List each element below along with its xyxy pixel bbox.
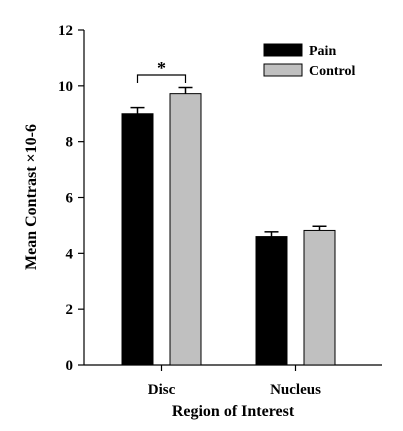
x-axis-label: Region of Interest (172, 403, 295, 420)
bar-pain-disc (121, 113, 154, 366)
x-tick-label: Disc (148, 382, 176, 398)
y-tick-label: 10 (58, 79, 73, 95)
x-axis-ticks: Disc Nucleus (148, 365, 321, 398)
x-tick-label: Nucleus (270, 382, 321, 398)
bar-control-disc (169, 93, 202, 366)
significance-star: * (157, 58, 166, 78)
bracket-line (136, 74, 187, 83)
legend: Pain Control (263, 43, 356, 79)
y-tick-label: 0 (66, 358, 74, 374)
bar-control-nucleus (303, 229, 336, 366)
bar-pain-nucleus (255, 236, 288, 366)
y-tick-label: 2 (66, 302, 74, 318)
legend-swatch-pain (263, 43, 303, 57)
y-tick-label: 8 (66, 135, 74, 151)
bar-series-group (121, 86, 336, 366)
legend-swatch-control (263, 63, 303, 77)
y-tick-label: 12 (58, 23, 73, 39)
legend-label-pain: Pain (309, 44, 336, 59)
y-axis-ticks: 0 2 4 6 8 10 12 (58, 23, 84, 374)
y-tick-label: 6 (66, 191, 74, 207)
y-tick-label: 4 (66, 246, 74, 262)
legend-label-control: Control (309, 64, 356, 79)
significance-bracket: * (136, 58, 187, 83)
y-axis-label: Mean Contrast ×10-6 (23, 124, 40, 270)
